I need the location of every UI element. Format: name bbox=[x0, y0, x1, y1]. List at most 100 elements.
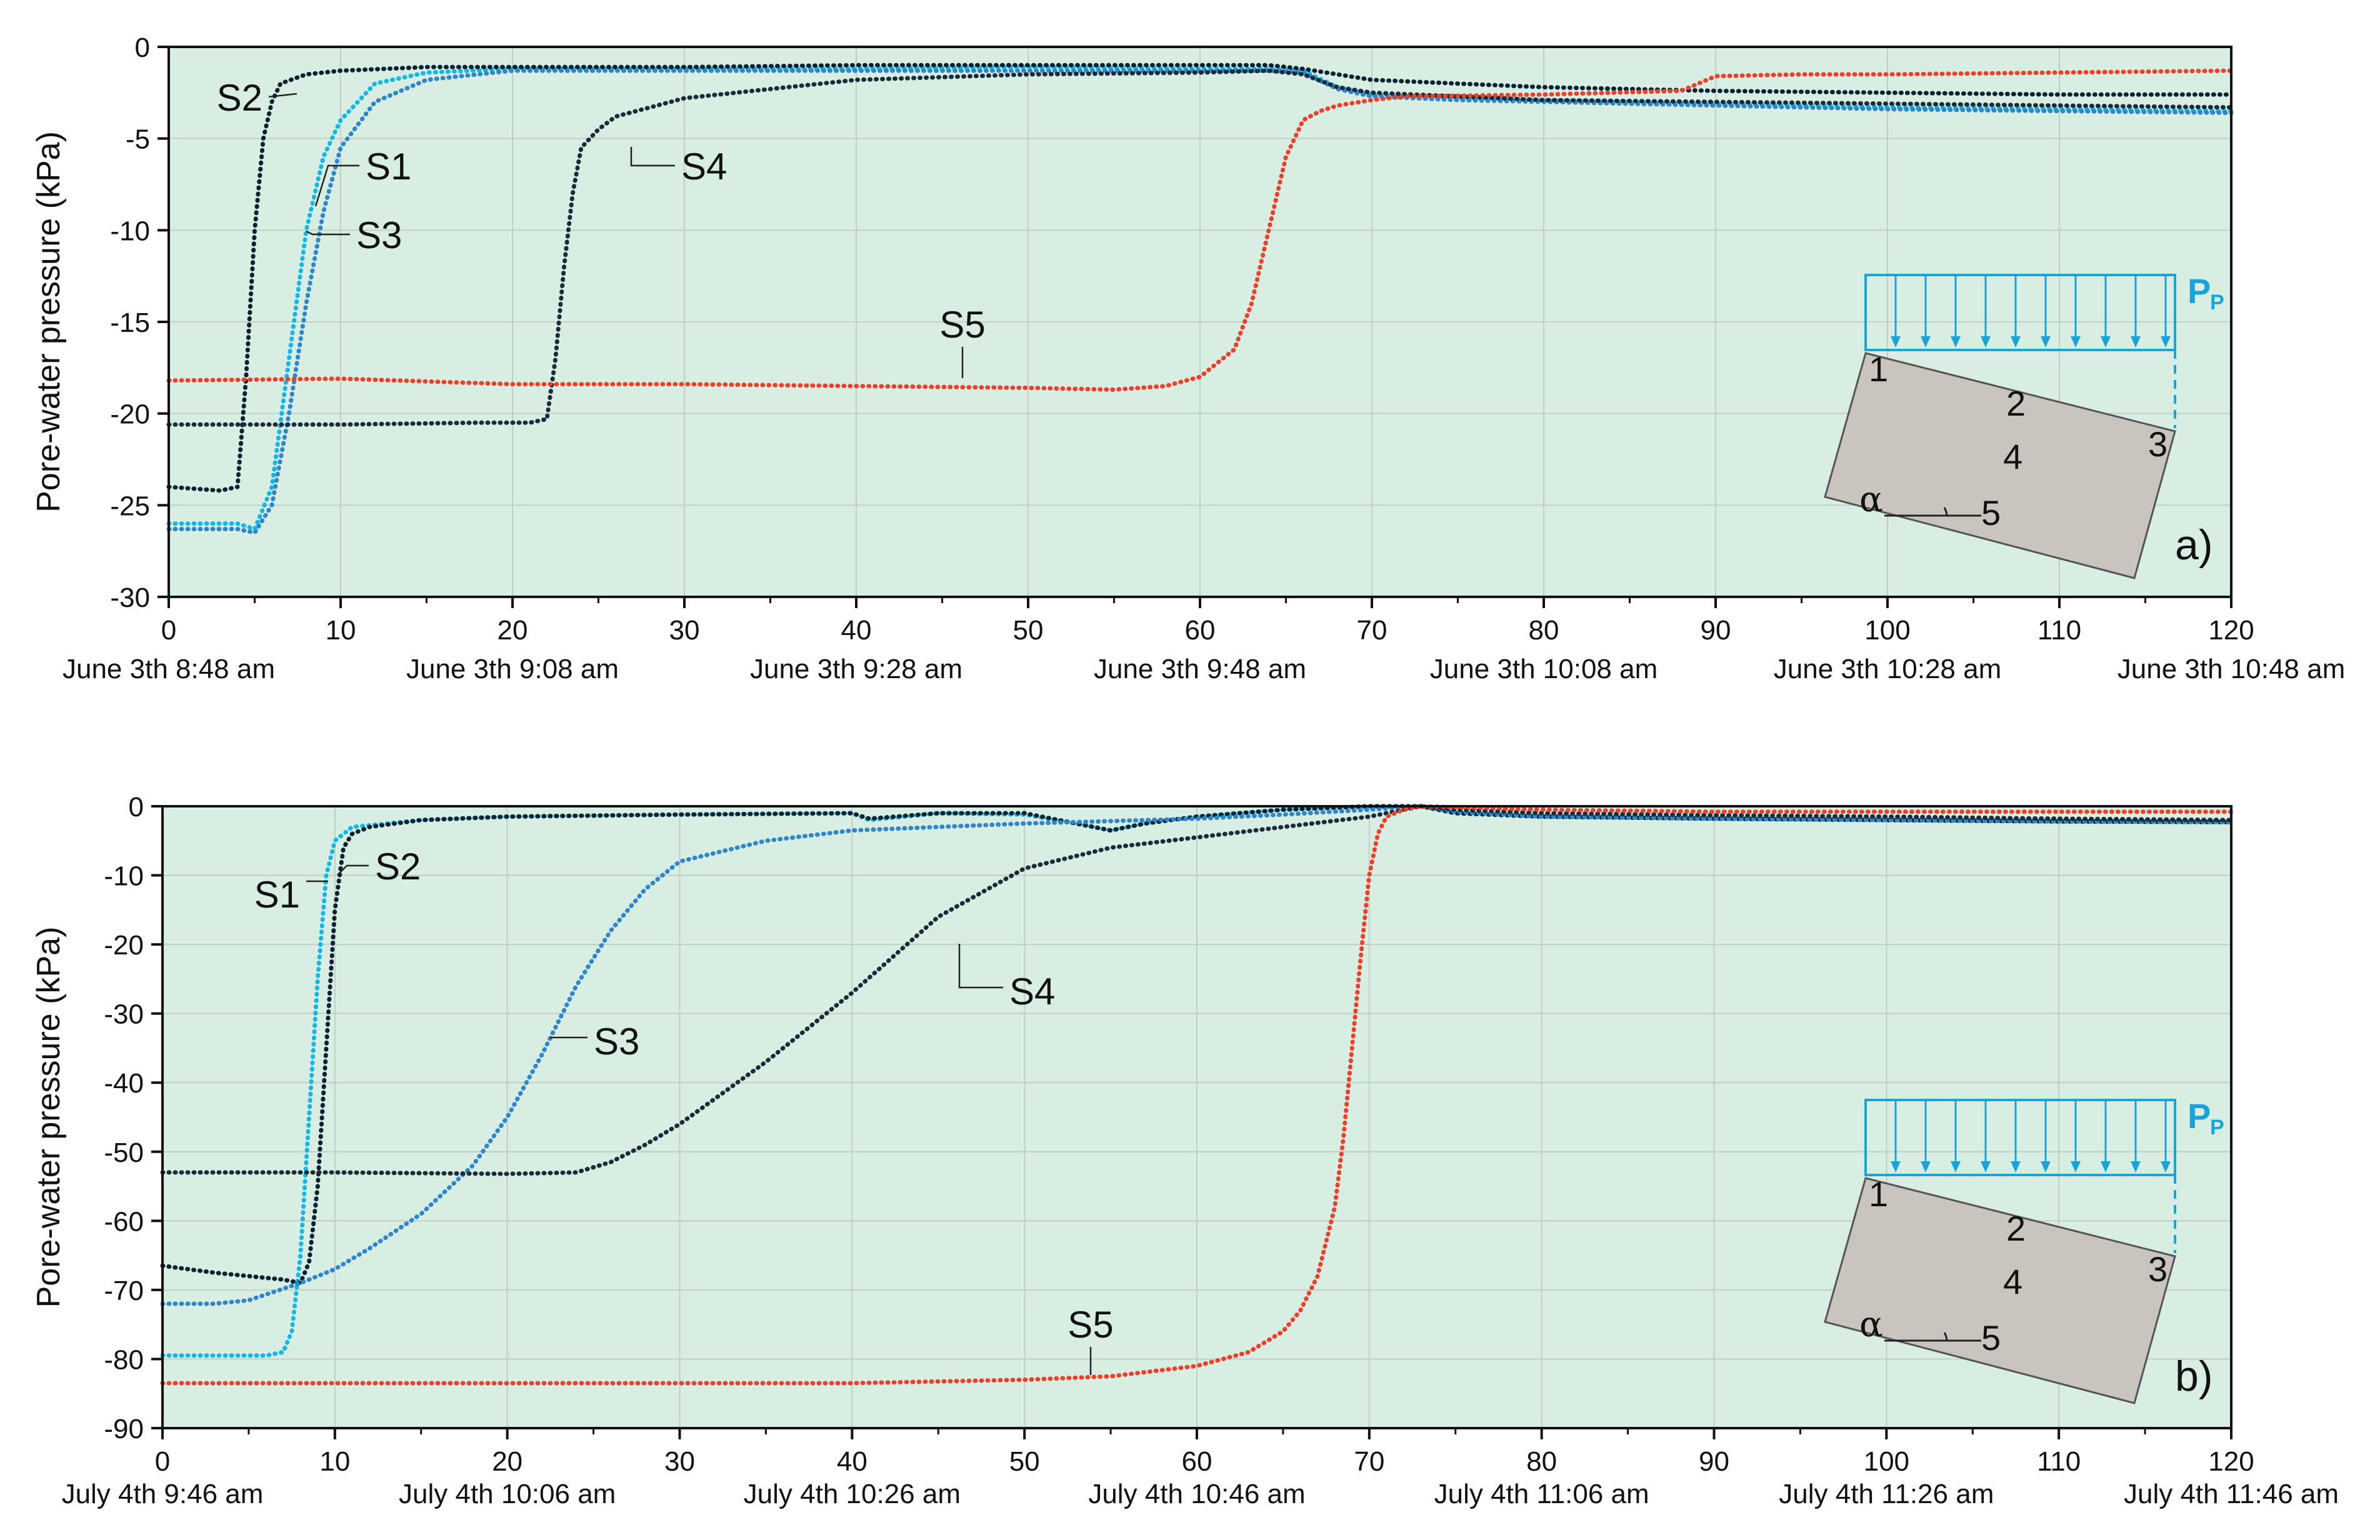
sensor-point-5: 5 bbox=[1981, 493, 2001, 532]
x-tick-label: 70 bbox=[1354, 1446, 1384, 1477]
load-arrow-head bbox=[1951, 336, 1961, 348]
sensor-point-3: 3 bbox=[2148, 424, 2168, 464]
date-label: July 4th 11:06 am bbox=[1434, 1479, 1649, 1509]
slope-block bbox=[1824, 352, 2176, 579]
x-tick-label: 0 bbox=[155, 1446, 170, 1477]
x-tick-label: 30 bbox=[669, 615, 700, 646]
label-leader-s2 bbox=[268, 92, 298, 98]
x-tick-label: 10 bbox=[319, 1446, 350, 1477]
date-label: June 3th 9:28 am bbox=[750, 654, 962, 684]
load-arrow-head bbox=[2011, 336, 2021, 348]
x-tick-label: 110 bbox=[2037, 1446, 2081, 1477]
x-tick-label: 100 bbox=[1864, 1446, 1909, 1477]
y-tick-label: -80 bbox=[104, 1344, 144, 1375]
load-arrow-head bbox=[2071, 336, 2081, 348]
y-tick-label: -90 bbox=[104, 1414, 144, 1444]
y-tick-label: -40 bbox=[104, 1068, 144, 1099]
angle-label: α bbox=[1859, 479, 1883, 520]
series-line-s4 bbox=[160, 804, 2234, 1176]
load-arrow-head bbox=[1981, 1161, 1991, 1172]
date-label: June 3th 10:08 am bbox=[1430, 654, 1658, 684]
series-line-s2 bbox=[166, 62, 2234, 493]
curve-label-s5: S5 bbox=[939, 304, 985, 346]
date-label: July 4th 11:46 am bbox=[2124, 1479, 2339, 1509]
load-box bbox=[1864, 274, 2176, 351]
sensor-point-2: 2 bbox=[2006, 1209, 2026, 1248]
sensor-point-5: 5 bbox=[1981, 1318, 2001, 1358]
load-arrow-head bbox=[1921, 336, 1931, 348]
load-arrow-head bbox=[2161, 1161, 2171, 1172]
date-label: July 4th 10:26 am bbox=[744, 1479, 961, 1509]
x-tick-label: 20 bbox=[492, 1446, 522, 1477]
x-tick-label: 70 bbox=[1357, 615, 1388, 646]
y-tick-label: -50 bbox=[104, 1138, 144, 1168]
label-leader-s4 bbox=[630, 147, 675, 167]
label-leader-s1 bbox=[314, 164, 359, 207]
x-tick-label: 120 bbox=[2208, 1446, 2254, 1477]
date-label: July 4th 10:46 am bbox=[1088, 1479, 1305, 1509]
load-arrow-head bbox=[2011, 1161, 2021, 1172]
sensor-point-4: 4 bbox=[2003, 437, 2022, 476]
y-tick-label: -10 bbox=[104, 861, 144, 892]
curve-label-s4: S4 bbox=[1009, 971, 1055, 1012]
series-line-s5 bbox=[166, 68, 2234, 392]
date-label: June 3th 9:48 am bbox=[1094, 654, 1306, 684]
x-tick-label: 100 bbox=[1864, 615, 1910, 646]
y-tick-label: -15 bbox=[110, 308, 150, 338]
y-tick-label: -20 bbox=[110, 399, 150, 430]
label-leader-s2 bbox=[337, 864, 369, 876]
load-box bbox=[1864, 1099, 2176, 1176]
series-line-s5 bbox=[160, 804, 2234, 1386]
x-tick-label: 90 bbox=[1699, 1446, 1729, 1477]
load-arrow-head bbox=[2101, 1161, 2111, 1172]
load-arrow-head bbox=[1921, 1161, 1931, 1172]
sensor-point-4: 4 bbox=[2003, 1262, 2022, 1301]
y-tick-label: -70 bbox=[104, 1276, 144, 1306]
x-tick-label: 80 bbox=[1526, 1446, 1557, 1477]
y-tick-label: 0 bbox=[129, 792, 144, 822]
sensor-point-1: 1 bbox=[1869, 349, 1888, 389]
date-label: July 4th 9:46 am bbox=[62, 1479, 264, 1509]
x-tick-label: 50 bbox=[1009, 1446, 1040, 1477]
slope-block bbox=[1824, 1177, 2176, 1404]
y-tick-label: -30 bbox=[104, 999, 144, 1030]
load-arrow-head bbox=[2071, 1161, 2081, 1172]
date-label: June 3th 10:48 am bbox=[2118, 654, 2345, 684]
curve-label-s3: S3 bbox=[594, 1021, 639, 1062]
x-tick-label: 30 bbox=[664, 1446, 695, 1477]
load-arrow-head bbox=[1981, 336, 1991, 348]
y-tick-label: 0 bbox=[135, 32, 150, 63]
inset-diagram: PP 1 2 3 45 α bbox=[1824, 271, 2224, 579]
sensor-point-2: 2 bbox=[2006, 384, 2026, 423]
x-tick-label: 120 bbox=[2208, 615, 2254, 646]
load-label-sub: P bbox=[2210, 1116, 2224, 1139]
curve-label-s1: S1 bbox=[366, 146, 411, 188]
angle-arc bbox=[1943, 507, 1948, 516]
x-tick-label: 50 bbox=[1013, 615, 1044, 646]
load-arrow-head bbox=[2101, 336, 2111, 348]
sensor-point-1: 1 bbox=[1869, 1174, 1888, 1214]
angle-label: α bbox=[1859, 1304, 1883, 1345]
x-tick-label: 40 bbox=[841, 615, 872, 646]
load-arrow-head bbox=[2041, 1161, 2051, 1172]
x-tick-label: 60 bbox=[1182, 1446, 1212, 1477]
x-tick-label: 10 bbox=[326, 615, 356, 646]
x-tick-label: 110 bbox=[2038, 615, 2081, 646]
load-arrow-head bbox=[2161, 336, 2171, 348]
y-tick-label: -10 bbox=[110, 216, 150, 246]
sensor-point-3: 3 bbox=[2148, 1249, 2168, 1289]
load-arrow-head bbox=[1891, 336, 1901, 348]
curve-label-s3: S3 bbox=[356, 214, 402, 256]
chart-a: 0 10 20 30 40 50 60 70 80 90 100 110 120 0 -5 -10 -15 -20… bbox=[31, 32, 2345, 684]
load-arrow-head bbox=[2041, 336, 2051, 348]
load-label: P bbox=[2188, 271, 2211, 311]
load-label-sub: P bbox=[2210, 291, 2224, 314]
load-arrow-head bbox=[2131, 1161, 2141, 1172]
date-label: July 4th 11:26 am bbox=[1779, 1479, 1994, 1509]
y-tick-label: -25 bbox=[110, 491, 150, 521]
label-leader-s4 bbox=[958, 944, 1003, 989]
y-tick-label: -20 bbox=[104, 930, 144, 961]
panel-label: b) bbox=[2175, 1352, 2212, 1400]
x-tick-label: 90 bbox=[1701, 615, 1731, 646]
